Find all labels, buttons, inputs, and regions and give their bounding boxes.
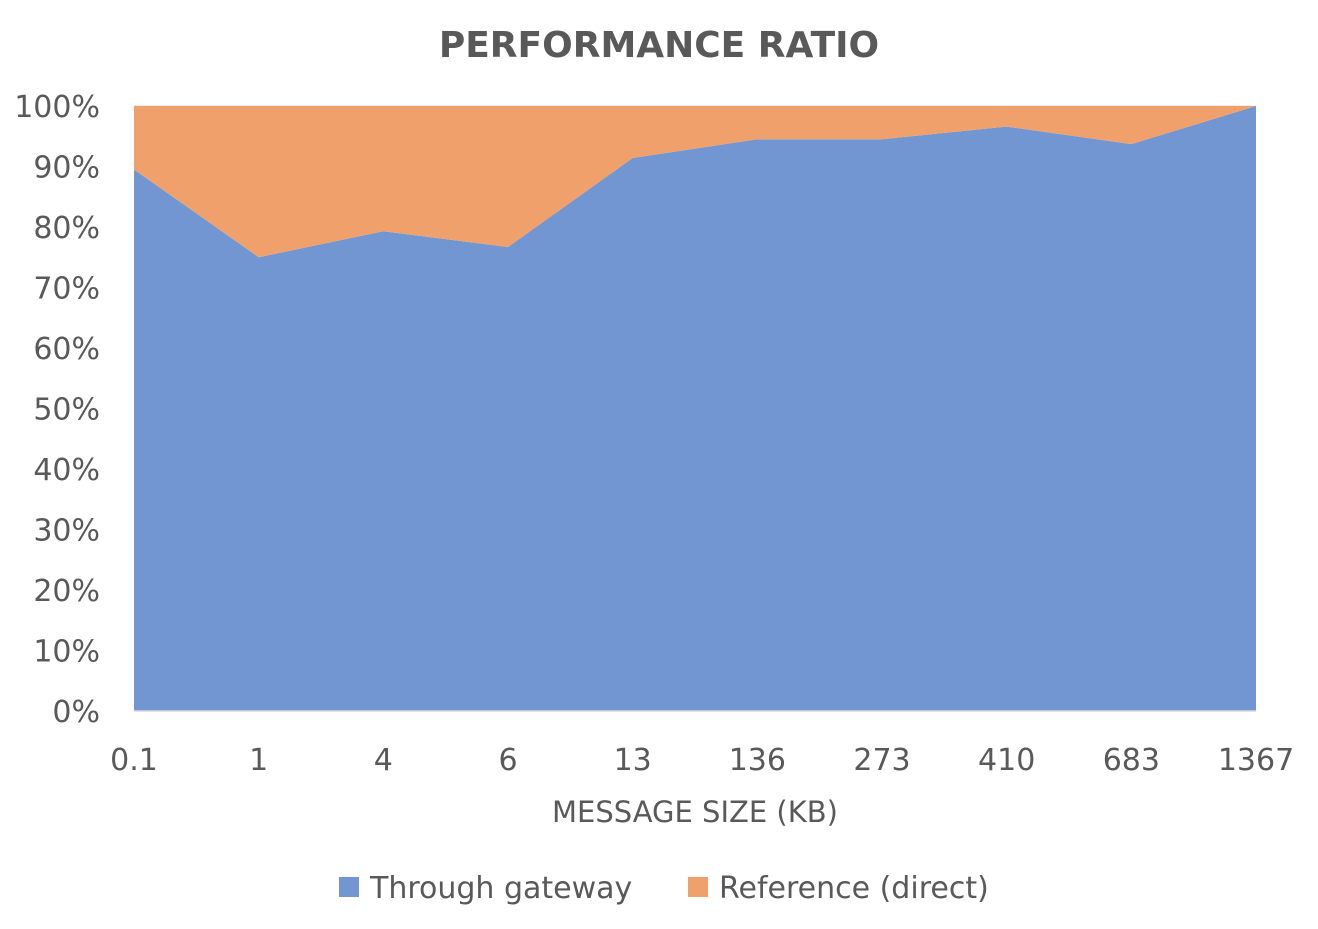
y-tick-label: 30% [33, 514, 100, 549]
x-axis-title: MESSAGE SIZE (KB) [552, 795, 838, 829]
legend-swatch [688, 877, 708, 897]
x-tick-label: 410 [978, 743, 1035, 778]
legend: Through gateway Reference (direct) [339, 871, 989, 906]
x-tick-label: 1367 [1218, 743, 1294, 778]
y-tick-label: 90% [33, 151, 100, 186]
chart-title: PERFORMANCE RATIO [439, 25, 879, 66]
y-tick-label: 100% [14, 90, 100, 125]
y-tick-label: 0% [52, 695, 100, 730]
y-tick-label: 20% [33, 574, 100, 609]
y-tick-label: 60% [33, 332, 100, 367]
x-axis: 0.1 1 4 6 13 136 273 410 683 1367 [110, 710, 1294, 778]
x-tick-label: 1 [249, 743, 268, 778]
x-tick-label: 0.1 [110, 743, 158, 778]
x-tick-label: 273 [853, 743, 910, 778]
x-tick-label: 4 [374, 743, 393, 778]
legend-swatch [339, 877, 359, 897]
x-tick-label: 136 [729, 743, 786, 778]
y-tick-label: 40% [33, 453, 100, 488]
y-tick-label: 80% [33, 211, 100, 246]
x-tick-label: 13 [614, 743, 652, 778]
legend-label: Through gateway [369, 871, 632, 906]
plot-area [134, 106, 1256, 711]
y-tick-label: 50% [33, 393, 100, 428]
x-tick-label: 683 [1103, 743, 1160, 778]
y-tick-label: 10% [33, 635, 100, 670]
area-reference-direct [134, 106, 1256, 258]
area-through-gateway [134, 106, 1256, 711]
y-tick-label: 70% [33, 272, 100, 307]
legend-label: Reference (direct) [719, 871, 989, 906]
y-axis: 0% 10% 20% 30% 40% 50% 60% 70% 80% 90% 100% [14, 90, 100, 730]
x-tick-label: 6 [498, 743, 517, 778]
